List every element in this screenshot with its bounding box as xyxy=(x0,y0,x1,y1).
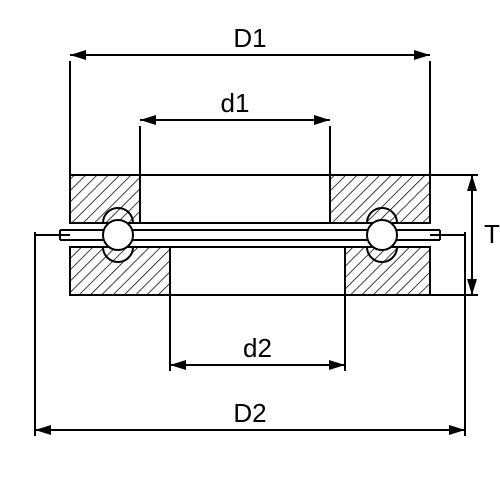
ball-left xyxy=(103,220,133,250)
arrowhead-icon xyxy=(314,115,330,125)
dim-T-label: T xyxy=(484,219,500,249)
arrowhead-icon xyxy=(70,50,86,60)
bottom-washer-left xyxy=(70,247,170,295)
arrowhead-icon xyxy=(170,360,186,370)
dim-D1-label: D1 xyxy=(233,23,266,53)
arrowhead-icon xyxy=(467,175,477,191)
arrowhead-icon xyxy=(414,50,430,60)
ball-right xyxy=(367,220,397,250)
arrowhead-icon xyxy=(35,425,51,435)
dim-D2-label: D2 xyxy=(233,398,266,428)
arrowhead-icon xyxy=(449,425,465,435)
arrowhead-icon xyxy=(140,115,156,125)
bottom-washer-right xyxy=(345,247,430,295)
top-washer-right xyxy=(330,175,430,223)
arrowhead-icon xyxy=(329,360,345,370)
dim-d1-label: d1 xyxy=(221,88,250,118)
arrowhead-icon xyxy=(467,279,477,295)
dim-d2-label: d2 xyxy=(243,333,272,363)
